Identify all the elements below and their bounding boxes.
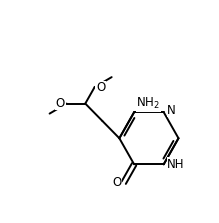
Text: NH: NH — [167, 158, 185, 171]
Text: O: O — [112, 176, 122, 189]
Text: NH$_2$: NH$_2$ — [136, 96, 160, 111]
Text: O: O — [56, 97, 65, 110]
Text: O: O — [96, 81, 105, 94]
Text: N: N — [167, 104, 176, 117]
